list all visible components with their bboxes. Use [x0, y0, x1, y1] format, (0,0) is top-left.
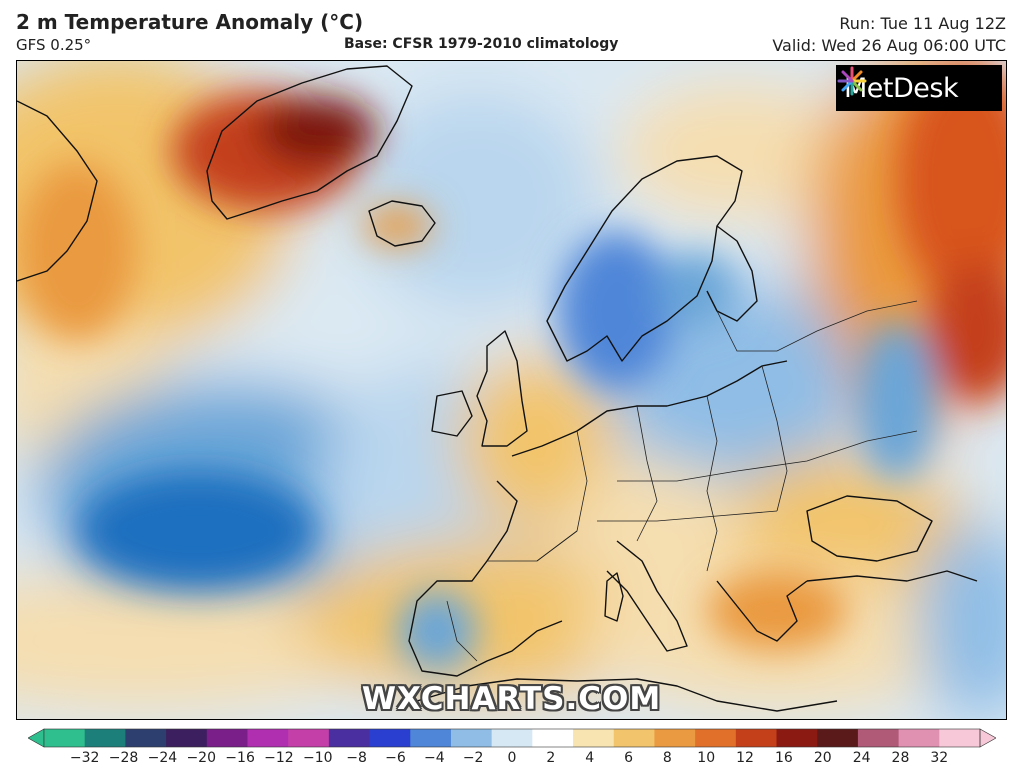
colorbar-tick-label: −4 [423, 750, 445, 766]
colorbar-tick-label: 6 [624, 750, 633, 766]
colorbar-cell [654, 729, 696, 747]
colorbar-tick-label: 8 [662, 750, 672, 766]
colorbar-tick-label: 20 [813, 750, 832, 766]
colorbar-cell [695, 729, 737, 747]
valid-time-label: Valid: Wed 26 Aug 06:00 UTC [772, 36, 1006, 55]
colorbar-cell [247, 729, 289, 747]
colorbar-cell [817, 729, 859, 747]
colorbar-cell [613, 729, 655, 747]
colorbar-cell [166, 729, 208, 747]
country-borders [446, 300, 918, 662]
temperature-anomaly-map[interactable]: MetDesk WXCHARTS.COM [16, 60, 1007, 720]
colorbar-cell [776, 729, 818, 747]
colorbar-cell [328, 729, 371, 747]
colorbar-cell [735, 729, 778, 747]
colorbar-cell [450, 729, 493, 747]
colorbar-tick-label: −10 [302, 750, 333, 766]
colorbar-cell [125, 729, 167, 747]
colorbar-cell [410, 729, 452, 747]
wxcharts-watermark: WXCHARTS.COM [361, 681, 662, 717]
base-climatology-label: Base: CFSR 1979-2010 climatology [344, 36, 619, 52]
colorbar-cell [573, 729, 615, 747]
colorbar-frame [43, 728, 981, 748]
colorbar-tick-label: −24 [147, 750, 178, 766]
colorbar-tick-label: 10 [697, 750, 716, 766]
colorbar-tick-label: 0 [507, 750, 517, 766]
colorbar [28, 728, 996, 748]
colorbar-left-arrow [28, 728, 45, 748]
colorbar-tick-label: −32 [69, 750, 100, 766]
colorbar-right-arrow [979, 728, 996, 748]
colorbar-tick-label: −6 [385, 750, 406, 766]
colorbar-cell [206, 729, 248, 747]
colorbar-tick-label: −2 [462, 750, 484, 766]
colorbar-tick-label: 16 [774, 750, 793, 766]
run-time-label: Run: Tue 11 Aug 12Z [839, 14, 1006, 33]
metdesk-logo-text: MetDesk [844, 72, 959, 104]
colorbar-tick-label: −12 [264, 750, 294, 766]
colorbar-tick-label: −20 [186, 750, 216, 766]
colorbar-tick-label: −16 [225, 750, 255, 766]
colorbar-tick-label: 32 [930, 750, 949, 766]
colorbar-tick-label: −28 [108, 750, 139, 766]
colorbar-cell [84, 729, 126, 747]
colorbar-cell [369, 729, 411, 747]
metdesk-logo: MetDesk [836, 65, 1002, 111]
colorbar-cell [491, 729, 533, 747]
anomaly-field [17, 61, 1006, 719]
colorbar-tick-label: 4 [585, 750, 595, 766]
colorbar-cell [288, 729, 330, 747]
colorbar-cell [532, 729, 574, 747]
colorbar-cell [939, 729, 981, 747]
colorbar-cell [857, 729, 900, 747]
colorbar-tick-label: 28 [891, 750, 910, 766]
colorbar-cell [898, 729, 940, 747]
colorbar-tick-label: 2 [546, 750, 556, 766]
colorbar-tick-label: 24 [852, 750, 871, 766]
colorbar-cell [44, 729, 86, 747]
colorbar-tick-label: 12 [736, 750, 754, 766]
metdesk-burst-icon [837, 66, 867, 96]
colorbar-tick-label: −8 [346, 750, 367, 766]
chart-title: 2 m Temperature Anomaly (°C) [16, 10, 364, 34]
model-label: GFS 0.25° [16, 36, 92, 54]
coastlines [17, 65, 978, 712]
colorbar-tick-labels: −32 −28 −24 −20 −16 −12 −10 −8 −6 −4 −2 0 2 4 6 8 10 12 16… [28, 748, 996, 778]
